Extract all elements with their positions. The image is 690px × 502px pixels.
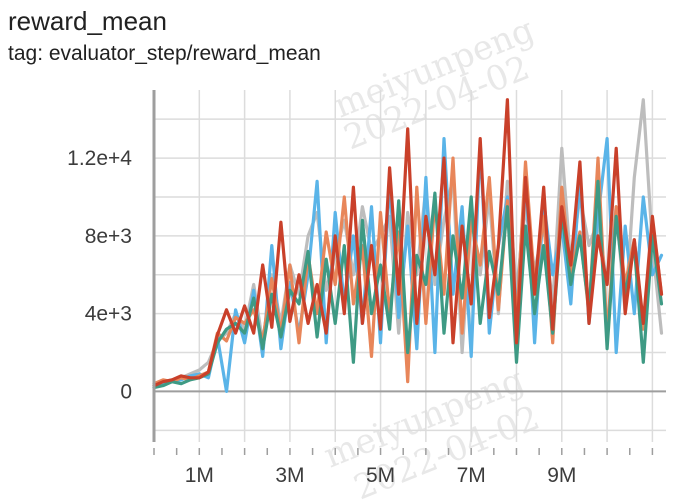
chart-tag: tag: evaluator_step/reward_mean: [8, 42, 321, 65]
chart-title: reward_mean: [8, 6, 167, 36]
x-tick-label: 5M: [366, 464, 395, 487]
y-tick-label: 8e+3: [85, 225, 132, 248]
y-axis-ticks: 0 4e+3 8e+3 1.2e+4: [67, 147, 132, 403]
x-axis-ticks: 1M 3M 5M 7M 9M: [153, 448, 654, 487]
x-tick-label: 3M: [275, 464, 304, 487]
x-tick-label: 9M: [547, 464, 576, 487]
y-tick-label: 1.2e+4: [67, 147, 132, 170]
y-tick-label: 0: [120, 380, 132, 403]
x-tick-label: 7M: [457, 464, 486, 487]
x-tick-label: 1M: [185, 464, 214, 487]
series-lines: [152, 98, 664, 393]
y-tick-label: 4e+3: [85, 303, 132, 326]
series-line-5: [152, 98, 664, 388]
